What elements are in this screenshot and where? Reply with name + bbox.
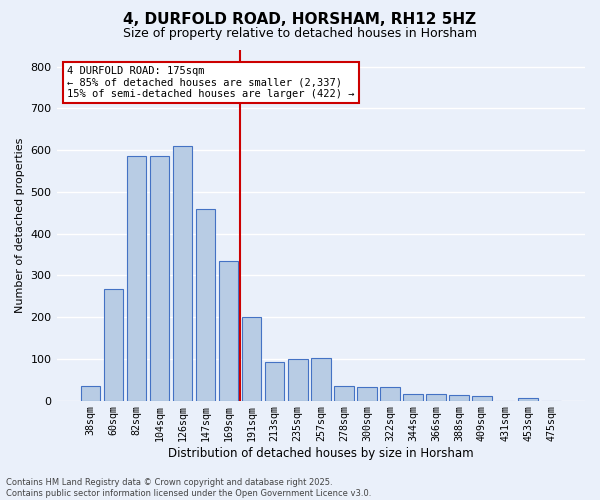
Bar (380, 387, 400, 400)
Bar (196, 208, 215, 400)
Bar (403, 394, 423, 400)
Bar (104, 288, 123, 401)
Bar (219, 261, 238, 400)
Text: Size of property relative to detached houses in Horsham: Size of property relative to detached ho… (123, 28, 477, 40)
Text: 4, DURFOLD ROAD, HORSHAM, RH12 5HZ: 4, DURFOLD ROAD, HORSHAM, RH12 5HZ (124, 12, 476, 28)
Y-axis label: Number of detached properties: Number of detached properties (15, 138, 25, 313)
Text: Contains HM Land Registry data © Crown copyright and database right 2025.
Contai: Contains HM Land Registry data © Crown c… (6, 478, 371, 498)
Bar (173, 146, 193, 401)
Text: 4 DURFOLD ROAD: 175sqm
← 85% of detached houses are smaller (2,337)
15% of semi-: 4 DURFOLD ROAD: 175sqm ← 85% of detached… (67, 66, 355, 99)
Bar (472, 396, 492, 400)
Bar (80, 386, 100, 400)
Bar (149, 156, 169, 400)
Bar (242, 317, 262, 400)
Bar (334, 386, 353, 400)
Bar (449, 395, 469, 400)
Bar (357, 387, 377, 400)
X-axis label: Distribution of detached houses by size in Horsham: Distribution of detached houses by size … (168, 447, 473, 460)
Bar (518, 398, 538, 400)
Bar (265, 362, 284, 401)
Bar (311, 358, 331, 401)
Bar (288, 359, 308, 401)
Bar (426, 394, 446, 400)
Bar (127, 156, 146, 400)
